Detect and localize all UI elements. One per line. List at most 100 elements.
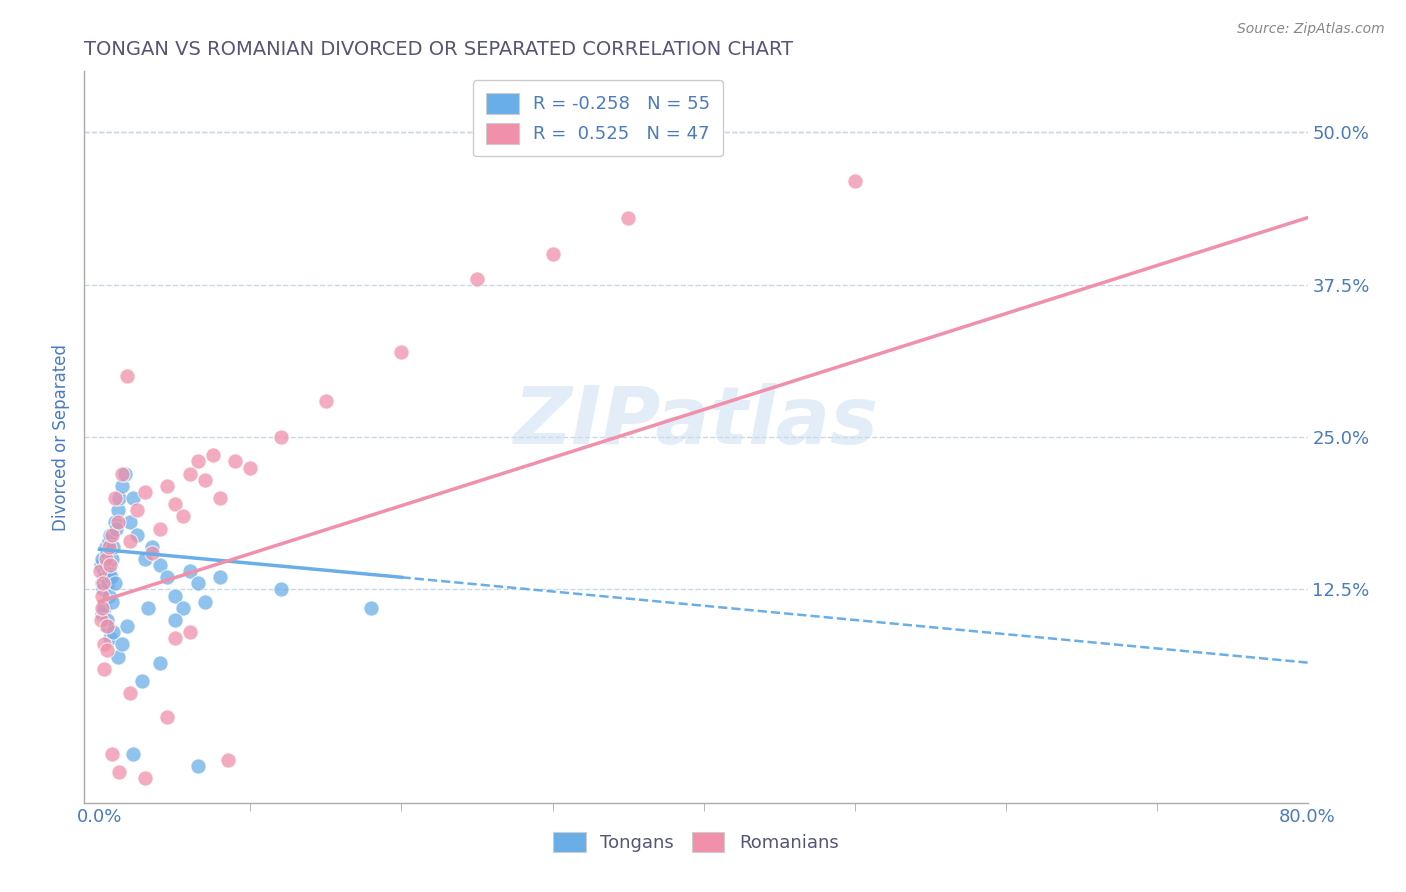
Point [97, 540, 120, 554]
Point [163, 497, 186, 511]
Point [391, 344, 413, 359]
Point [270, 582, 292, 597]
Point [179, 625, 201, 640]
Text: ZIPatlas: ZIPatlas [513, 384, 879, 461]
Point [121, 747, 143, 761]
Point [107, 516, 129, 530]
Point [136, 600, 159, 615]
Point [90, 589, 112, 603]
Point [209, 491, 232, 505]
Point [101, 540, 124, 554]
Point [100, 594, 122, 608]
Point [91, 552, 114, 566]
Point [149, 558, 172, 573]
Point [100, 570, 122, 584]
Point [101, 625, 124, 640]
Point [134, 772, 156, 786]
Point [360, 600, 382, 615]
Point [103, 576, 125, 591]
Point [209, 570, 232, 584]
Point [118, 533, 141, 548]
Point [127, 503, 149, 517]
Point [131, 673, 153, 688]
Point [90, 576, 112, 591]
Point [103, 516, 125, 530]
Point [114, 467, 136, 481]
Point [149, 656, 172, 670]
Point [201, 449, 224, 463]
Text: Source: ZipAtlas.com: Source: ZipAtlas.com [1237, 22, 1385, 37]
Point [111, 467, 134, 481]
Point [187, 454, 209, 468]
Point [100, 527, 122, 541]
Text: TONGAN VS ROMANIAN DIVORCED OR SEPARATED CORRELATION CHART: TONGAN VS ROMANIAN DIVORCED OR SEPARATED… [84, 39, 793, 59]
Point [149, 521, 172, 535]
Point [89, 564, 111, 578]
Point [156, 710, 179, 724]
Point [134, 485, 156, 500]
Point [163, 589, 186, 603]
Point [93, 600, 115, 615]
Point [93, 570, 115, 584]
Point [179, 467, 201, 481]
Point [91, 582, 114, 597]
Point [91, 576, 114, 591]
Point [163, 613, 186, 627]
Point [465, 271, 488, 285]
Point [107, 649, 129, 664]
Point [121, 491, 143, 505]
Point [134, 552, 156, 566]
Point [96, 558, 118, 573]
Point [270, 430, 292, 444]
Point [94, 619, 117, 633]
Point [105, 521, 128, 535]
Point [93, 662, 115, 676]
Point [100, 552, 122, 566]
Point [187, 576, 209, 591]
Point [94, 552, 117, 566]
Point [103, 491, 125, 505]
Point [97, 576, 120, 591]
Point [90, 613, 112, 627]
Point [97, 589, 120, 603]
Point [217, 753, 239, 767]
Point [179, 564, 201, 578]
Legend: Tongans, Romanians: Tongans, Romanians [546, 824, 846, 860]
Point [194, 473, 217, 487]
Point [97, 533, 120, 548]
Point [96, 643, 118, 657]
Point [98, 564, 121, 578]
Point [172, 509, 194, 524]
Point [118, 686, 141, 700]
Point [111, 637, 134, 651]
Point [239, 460, 262, 475]
Point [844, 174, 866, 188]
Point [172, 600, 194, 615]
Point [107, 503, 129, 517]
Point [127, 527, 149, 541]
Point [156, 479, 179, 493]
Point [90, 558, 112, 573]
Point [194, 594, 217, 608]
Point [93, 637, 115, 651]
Point [91, 607, 114, 621]
Point [115, 619, 138, 633]
Point [224, 454, 246, 468]
Point [111, 479, 134, 493]
Point [141, 540, 163, 554]
Point [118, 516, 141, 530]
Point [617, 211, 640, 225]
Point [98, 632, 121, 646]
Point [93, 564, 115, 578]
Point [108, 765, 131, 780]
Point [98, 527, 121, 541]
Point [187, 759, 209, 773]
Point [98, 558, 121, 573]
Point [96, 613, 118, 627]
Point [94, 540, 117, 554]
Point [115, 369, 138, 384]
Point [100, 747, 122, 761]
Point [156, 570, 179, 584]
Point [163, 632, 186, 646]
Point [108, 491, 131, 505]
